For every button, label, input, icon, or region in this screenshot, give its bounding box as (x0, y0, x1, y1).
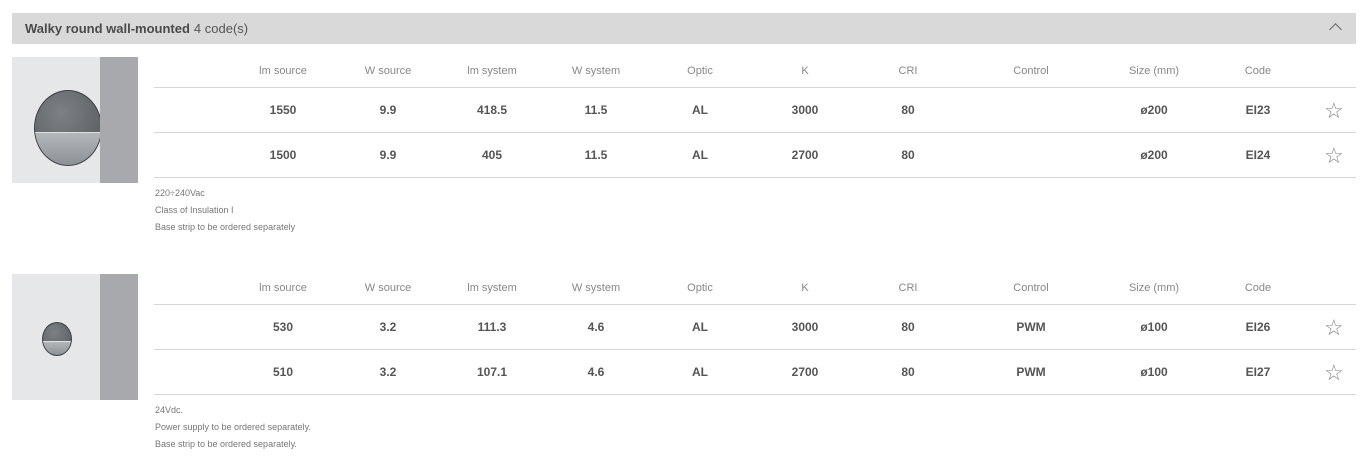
image-strip (100, 57, 138, 183)
cell-5: 2700 (791, 148, 819, 162)
cell-3: 4.6 (587, 365, 605, 379)
column-header: Code (1244, 65, 1272, 77)
cell-6: 80 (901, 365, 915, 379)
favorite-star-icon[interactable]: ☆ (1324, 315, 1344, 340)
cell-8: ø100 (1140, 365, 1168, 379)
cell-7: PWM (1016, 365, 1046, 379)
table-row[interactable]: 1500 9.9 405 11.5 AL 2700 80 ø200 EI24 ☆ (154, 133, 1356, 178)
table-header: lm source W source lm system W system Optic K… (154, 274, 1356, 305)
cell-9: EI26 (1245, 320, 1271, 334)
code-count: 4 code(s) (193, 21, 249, 36)
lamp-illustration (42, 322, 72, 356)
cell-1: 9.9 (379, 148, 397, 162)
cell-1: 3.2 (379, 320, 397, 334)
cell-4: AL (692, 148, 708, 162)
cell-2: 107.1 (476, 365, 508, 379)
column-header: Size (mm) (1128, 65, 1180, 77)
product-image (12, 57, 138, 183)
favorite-star-icon[interactable]: ☆ (1324, 98, 1344, 123)
column-header: CRI (898, 65, 918, 77)
cell-2: 111.3 (477, 320, 507, 334)
cell-6: 80 (901, 103, 915, 117)
cell-2: 418.5 (476, 103, 508, 117)
cell-3: 11.5 (584, 148, 608, 162)
cell-6: 80 (901, 320, 915, 334)
cell-5: 3000 (791, 320, 819, 334)
chevron-up-icon[interactable] (1329, 23, 1342, 36)
note-line: Class of Insulation I (155, 205, 234, 215)
table-header: lm source W source lm system W system Optic K… (154, 57, 1356, 88)
note-line: Base strip to be ordered separately. (155, 439, 297, 449)
cell-8: ø200 (1140, 103, 1168, 117)
cell-0: 1500 (269, 148, 297, 162)
cell-2: 405 (481, 148, 503, 162)
cell-4: AL (692, 365, 708, 379)
cell-1: 9.9 (379, 103, 397, 117)
column-header: CRI (898, 282, 918, 294)
column-header: W source (364, 282, 412, 294)
note-line: 24Vdc. (155, 405, 184, 415)
table-row[interactable]: 510 3.2 107.1 4.6 AL 2700 80 PWM ø100 EI27 ☆ (154, 350, 1356, 395)
column-header: K (801, 282, 809, 294)
cell-9: EI27 (1245, 365, 1271, 379)
cell-0: 510 (272, 365, 294, 379)
lamp-illustration (34, 90, 102, 166)
product-image (12, 274, 138, 400)
note-line: 220÷240Vac (155, 188, 205, 198)
cell-3: 4.6 (587, 320, 605, 334)
column-header: Control (1013, 282, 1049, 294)
table-row[interactable]: 1550 9.9 418.5 11.5 AL 3000 80 ø200 EI23 ☆ (154, 88, 1356, 133)
column-header: W system (571, 282, 621, 294)
table-row[interactable]: 530 3.2 111.3 4.6 AL 3000 80 PWM ø100 EI26 ☆ (154, 305, 1356, 350)
cell-8: ø100 (1140, 320, 1168, 334)
cell-9: EI24 (1245, 148, 1271, 162)
column-header: K (801, 65, 809, 77)
column-header: lm source (259, 282, 307, 294)
column-header: W source (364, 65, 412, 77)
cell-4: AL (692, 320, 708, 334)
cell-9: EI23 (1245, 103, 1271, 117)
favorite-star-icon[interactable]: ☆ (1324, 143, 1344, 168)
column-header: Control (1013, 65, 1049, 77)
notes: 24Vdc. Power supply to be ordered separat… (155, 402, 311, 453)
favorite-star-icon[interactable]: ☆ (1324, 360, 1344, 385)
column-header: Size (mm) (1128, 282, 1180, 294)
cell-7: PWM (1016, 320, 1046, 334)
cell-1: 3.2 (379, 365, 397, 379)
cell-3: 11.5 (584, 103, 608, 117)
column-header: Optic (687, 65, 713, 77)
notes: 220÷240Vac Class of Insulation I Base stri… (155, 185, 295, 236)
cell-0: 1550 (269, 103, 297, 117)
cell-5: 3000 (791, 103, 819, 117)
column-header: lm source (259, 65, 307, 77)
column-header: Optic (687, 282, 713, 294)
column-header: lm system (467, 282, 517, 294)
column-header: lm system (467, 65, 517, 77)
cell-8: ø200 (1140, 148, 1168, 162)
cell-4: AL (692, 103, 708, 117)
product-family-header[interactable]: Walky round wall-mounted 4 code(s) (12, 13, 1356, 44)
note-line: Power supply to be ordered separately. (155, 422, 311, 432)
cell-5: 2700 (791, 365, 819, 379)
cell-0: 530 (272, 320, 294, 334)
note-line: Base strip to be ordered separately (155, 222, 296, 232)
image-strip (100, 274, 138, 400)
family-title: Walky round wall-mounted (25, 21, 190, 36)
column-header: Code (1244, 282, 1272, 294)
column-header: W system (571, 65, 621, 77)
cell-6: 80 (901, 148, 915, 162)
